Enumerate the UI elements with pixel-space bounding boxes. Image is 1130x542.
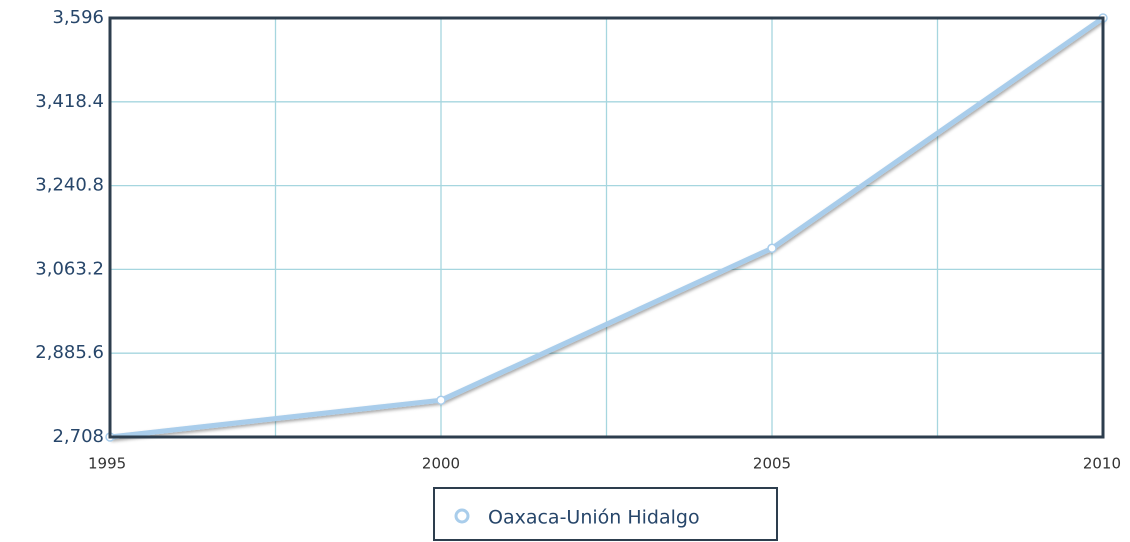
x-tick-label: 2005 <box>753 455 791 473</box>
legend: Oaxaca-Unión Hidalgo <box>433 487 778 541</box>
data-point <box>767 243 777 254</box>
plot-frame <box>108 16 1105 439</box>
legend-box <box>433 487 778 541</box>
series-line <box>109 15 1105 440</box>
legend-label: Oaxaca-Unión Hidalgo <box>488 507 700 529</box>
legend-marker <box>454 508 470 524</box>
y-tick-label: 3,063.2 <box>35 258 104 279</box>
x-tick-label: 2000 <box>422 455 460 473</box>
y-tick-label: 3,596 <box>52 7 104 28</box>
y-tick-label: 2,708 <box>52 426 104 447</box>
x-tick-label: 1995 <box>88 455 126 473</box>
data-point <box>436 395 446 405</box>
y-tick-label: 2,885.6 <box>35 342 104 363</box>
y-tick-label: 3,240.8 <box>35 175 104 196</box>
x-tick-label: 2010 <box>1083 455 1121 473</box>
y-tick-label: 3,418.4 <box>35 91 104 112</box>
